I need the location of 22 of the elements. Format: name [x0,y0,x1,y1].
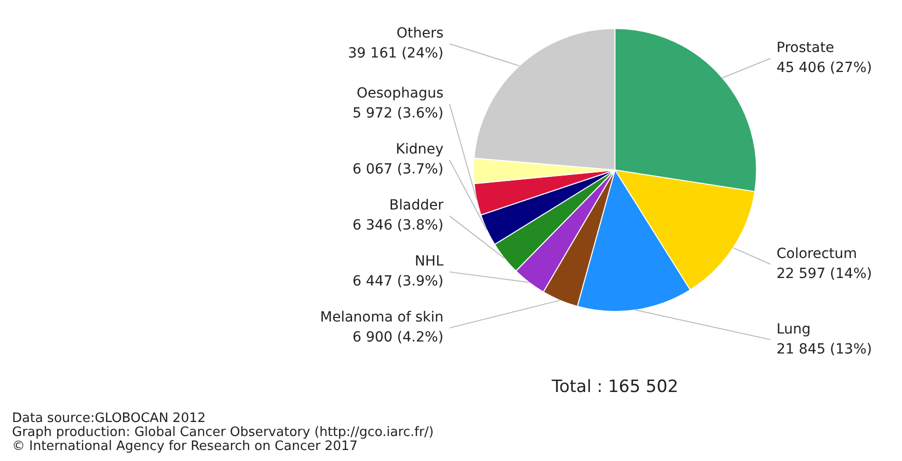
slice-label: Lung [776,321,811,338]
data-label: 39 161 (24%) [348,45,444,62]
slice-label: Others [396,25,444,42]
slice-label: Kidney [396,142,444,158]
slice-label: NHL [414,254,444,270]
text: Graph production: Global Cancer Observatory (http://gco.iarc.fr/) [12,425,434,440]
data-label: 6 346 (3.8%) [352,218,444,234]
data-label: 21 845 (13%) [776,341,872,358]
slice-label: Oesophagus [356,86,444,102]
data-label: 6 067 (3.7%) [352,162,444,178]
text: © International Agency for Research on Cancer 2017 [12,439,359,454]
data-label: 5 972 (3.6%) [352,106,444,122]
text: Total : 165 502 [550,377,680,397]
slice-label: Prostate [776,40,834,56]
data-label: 6 900 (4.2%) [352,330,444,346]
slice-label: Melanoma of skin [320,310,444,326]
data-label: 22 597 (14%) [776,266,872,282]
slice-label: Colorectum [776,246,858,262]
data-label: 45 406 (27%) [776,60,872,76]
data-label: 6 447 (3.9%) [352,274,444,290]
slice-label: Bladder [389,198,444,214]
source-note: Data source:GLOBOCAN 2012 [12,411,207,426]
